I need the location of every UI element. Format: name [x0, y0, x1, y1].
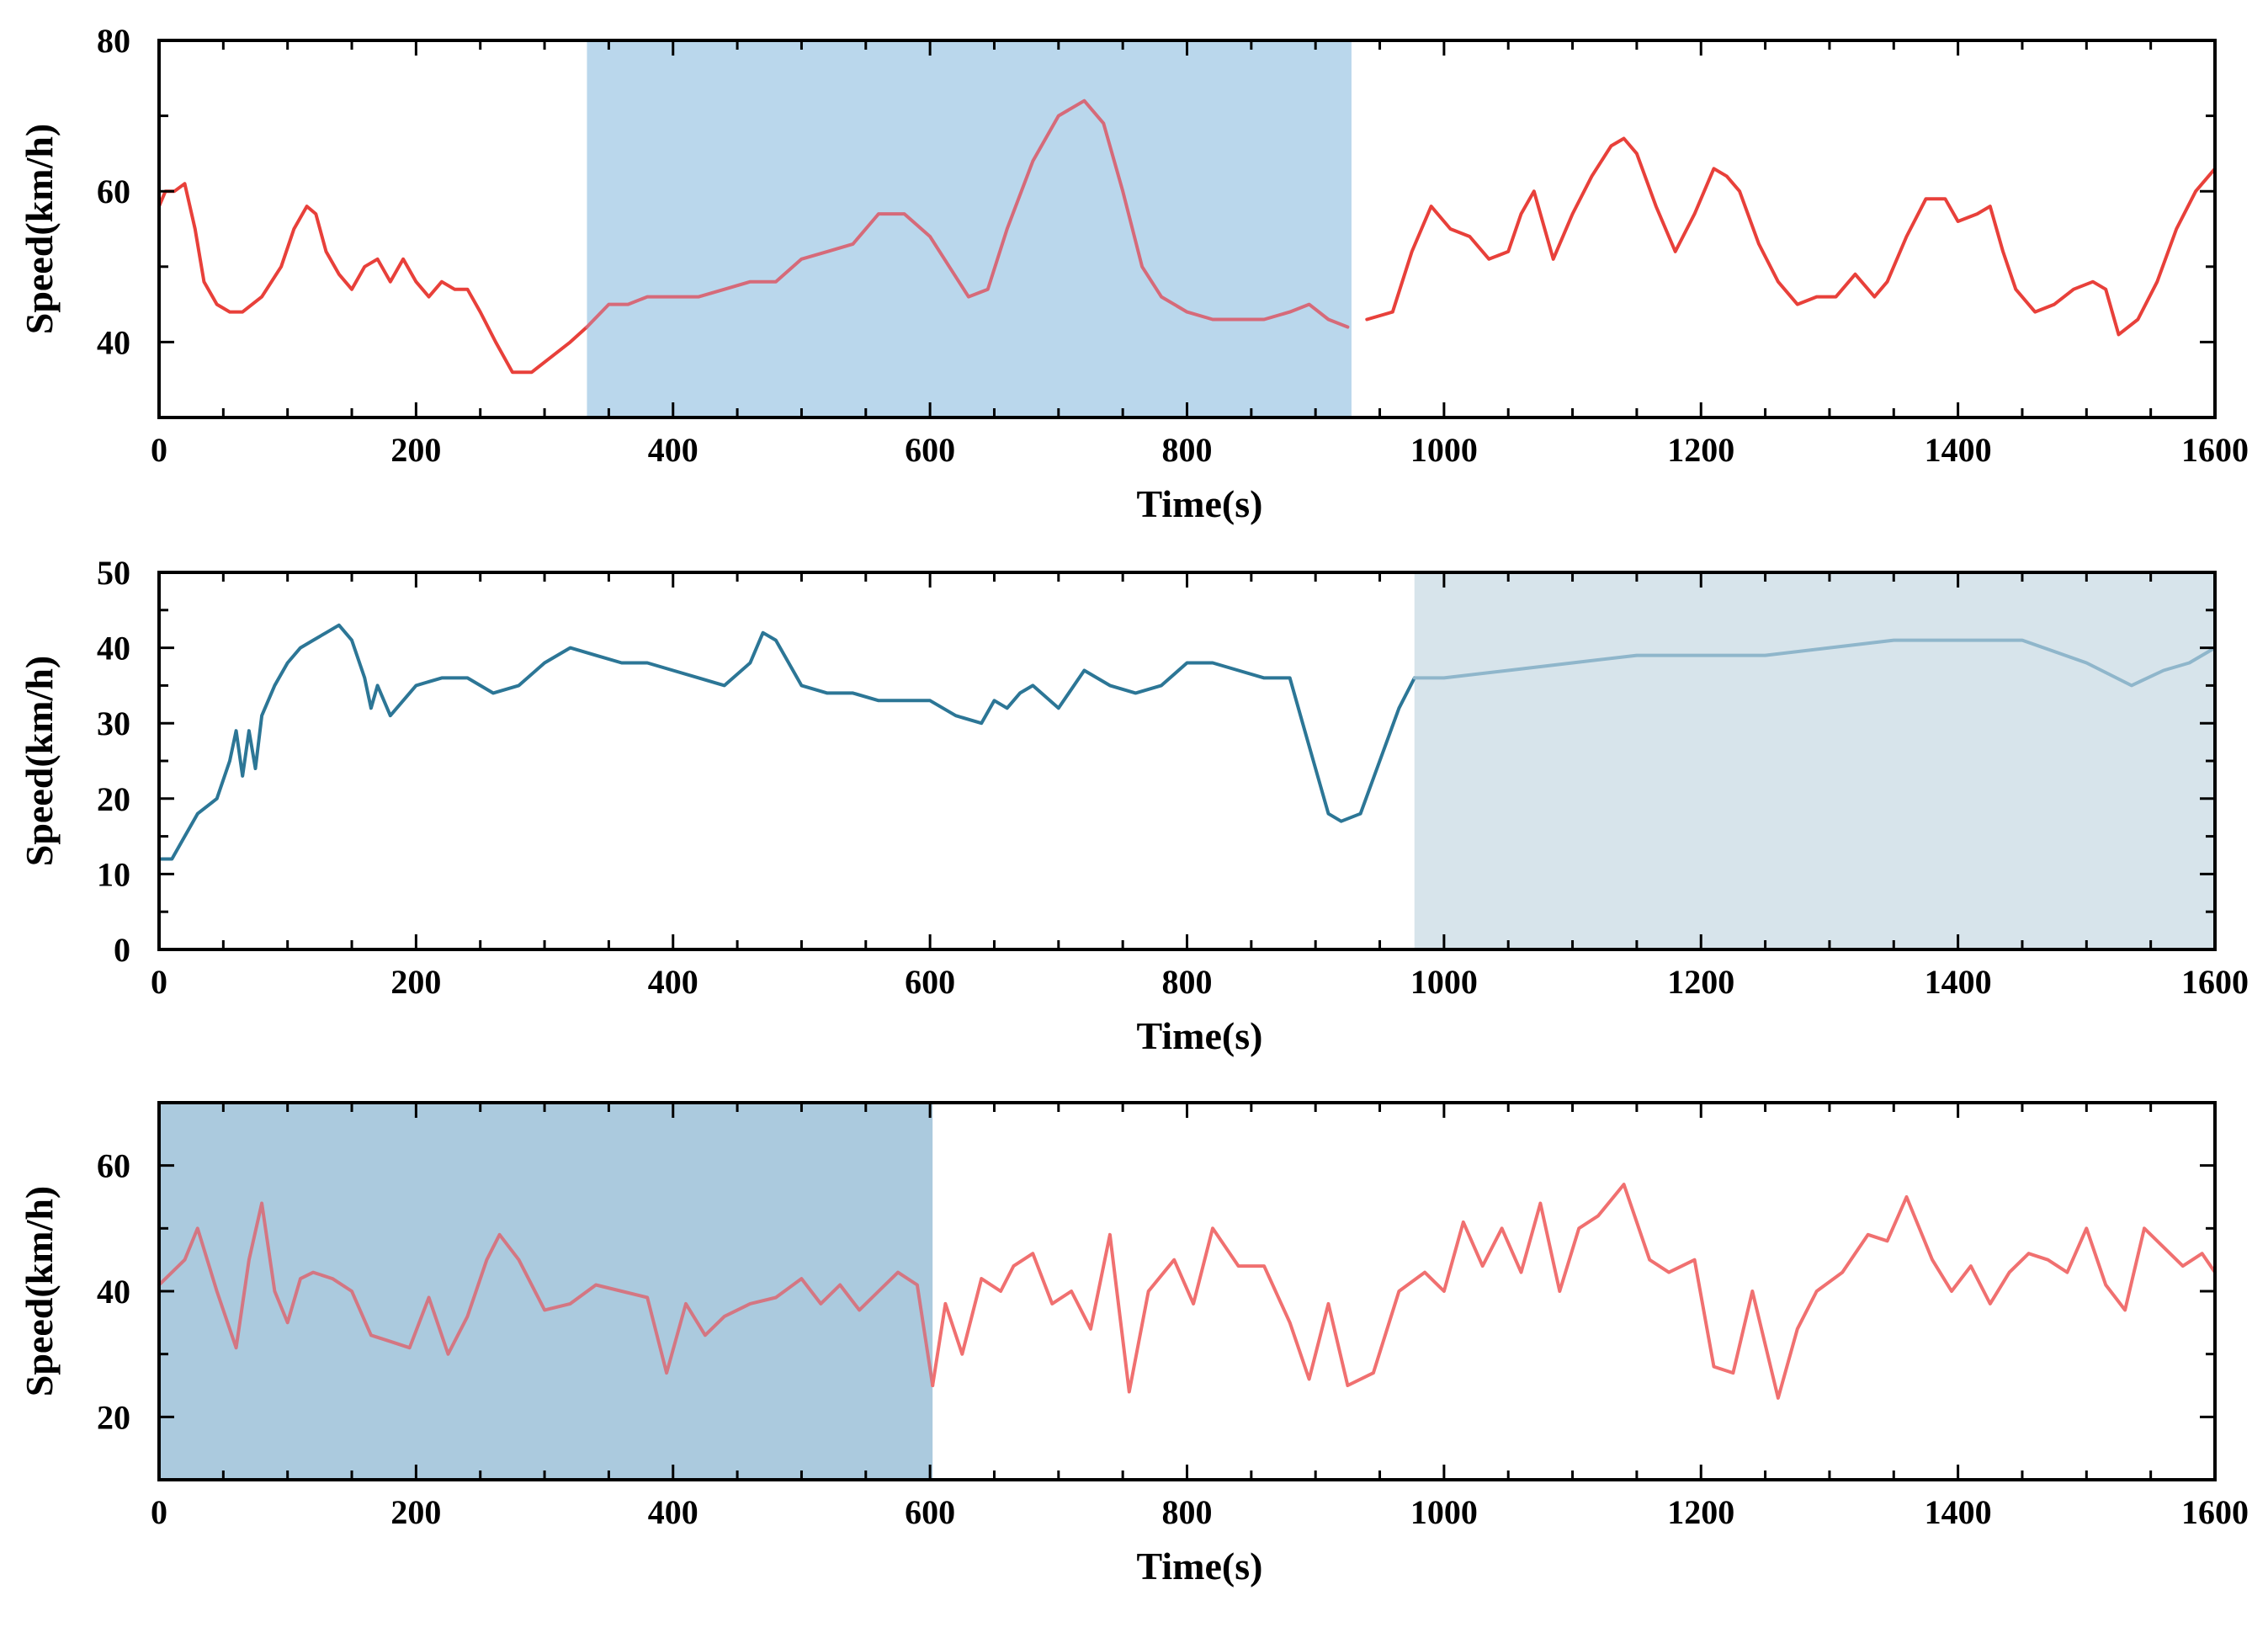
series-line-segment-1: [157, 182, 589, 375]
x-tick-label: 400: [648, 963, 698, 1001]
series-line-segment-2: [585, 98, 1350, 329]
highlight-region: [1414, 572, 2215, 949]
y-tick-label: 40: [97, 630, 130, 667]
y-tick-label: 20: [97, 780, 130, 818]
x-tick-label: 1200: [1667, 1493, 1734, 1531]
series-line-segment-1: [157, 1201, 935, 1387]
x-tick-label: 1200: [1667, 431, 1734, 469]
x-tick-label: 800: [1162, 1493, 1213, 1531]
series-line-segment-1: [157, 623, 1416, 861]
x-axis-title: Time(s): [1137, 1545, 1263, 1587]
y-tick-label: 0: [114, 931, 130, 969]
y-axis-title: Speed(km/h): [18, 656, 61, 866]
y-tick-label: 50: [97, 554, 130, 592]
y-tick-label: 40: [97, 323, 130, 361]
x-tick-label: 0: [151, 963, 167, 1001]
y-axis-title: Speed(km/h): [18, 1186, 61, 1396]
chart-panel-top: 0 200 400 600 800 1000 1200 1400 1600 40 60 80 Time(…: [18, 22, 2249, 525]
x-tick-label: 1000: [1410, 963, 1478, 1001]
y-tick-label: 40: [97, 1273, 130, 1311]
x-tick-label: 600: [905, 1493, 955, 1531]
x-tick-label: 200: [390, 963, 441, 1001]
x-tick-label: 1000: [1410, 431, 1478, 469]
series-line-segment-2: [931, 1183, 2217, 1400]
x-tick-label: 0: [151, 1493, 167, 1531]
x-axis-title: Time(s): [1137, 1014, 1263, 1057]
x-tick-label: 600: [905, 431, 955, 469]
x-tick-label: 400: [648, 431, 698, 469]
x-tick-label: 600: [905, 963, 955, 1001]
series-line-segment-3: [1365, 136, 2217, 337]
highlight-region: [159, 1103, 933, 1480]
chart-panel-bottom: 0 200 400 600 800 1000 1200 1400 1600 20 40 60 Time(…: [18, 1101, 2249, 1587]
y-tick-label: 30: [97, 705, 130, 742]
x-tick-label: 0: [151, 431, 167, 469]
x-tick-label: 1400: [1925, 431, 1992, 469]
x-tick-label: 1600: [2181, 963, 2249, 1001]
x-tick-label: 1200: [1667, 963, 1734, 1001]
x-tick-label: 1600: [2181, 431, 2249, 469]
x-tick-label: 1400: [1925, 963, 1992, 1001]
y-tick-label: 20: [97, 1398, 130, 1436]
y-axis-title: Speed(km/h): [18, 124, 61, 334]
x-axis-title: Time(s): [1137, 482, 1263, 525]
series-line-segment-2: [1412, 638, 2217, 688]
y-tick-label: 60: [97, 173, 130, 210]
y-tick-label: 60: [97, 1147, 130, 1185]
x-tick-label: 1400: [1925, 1493, 1992, 1531]
x-tick-label: 800: [1162, 963, 1213, 1001]
y-tick-label: 10: [97, 855, 130, 893]
chart-panel-middle: 0 200 400 600 800 1000 1200 1400 1600 0 10 20 30 40 50…: [18, 554, 2249, 1057]
x-tick-label: 1600: [2181, 1493, 2249, 1531]
highlight-region: [587, 40, 1352, 417]
x-tick-label: 1000: [1410, 1493, 1478, 1531]
x-tick-label: 400: [648, 1493, 698, 1531]
x-tick-label: 200: [390, 1493, 441, 1531]
x-tick-label: 800: [1162, 431, 1213, 469]
y-tick-label: 80: [97, 22, 130, 60]
x-tick-label: 200: [390, 431, 441, 469]
